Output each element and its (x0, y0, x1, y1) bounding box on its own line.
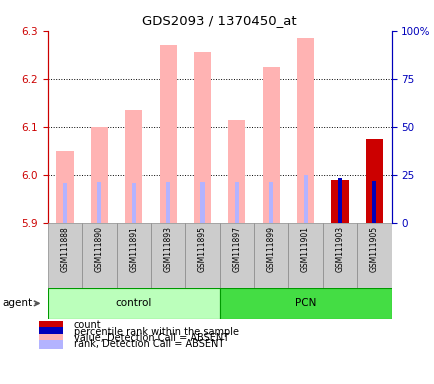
Text: rank, Detection Call = ABSENT: rank, Detection Call = ABSENT (74, 339, 224, 349)
Bar (151, 223, 185, 288)
Text: GSM111888: GSM111888 (60, 226, 69, 272)
Bar (194, 52, 210, 223)
Bar (48, 223, 82, 288)
Bar (159, 45, 176, 223)
Bar (48, 288, 219, 319)
Bar (253, 223, 288, 288)
Bar (228, 121, 245, 223)
Bar (200, 182, 204, 223)
Bar (372, 182, 375, 223)
Bar (269, 182, 273, 223)
Bar (331, 179, 348, 223)
Text: GSM111903: GSM111903 (335, 226, 344, 272)
Bar (303, 175, 307, 223)
Bar (365, 139, 382, 223)
Bar (322, 223, 356, 288)
Text: GSM111895: GSM111895 (197, 226, 207, 272)
Title: GDS2093 / 1370450_at: GDS2093 / 1370450_at (142, 14, 296, 27)
Text: count: count (74, 320, 102, 330)
Bar (39, 340, 63, 349)
Bar (39, 334, 63, 342)
Bar (82, 223, 116, 288)
Bar (63, 183, 67, 223)
Bar (365, 139, 382, 223)
Bar (39, 321, 63, 329)
Text: GSM111901: GSM111901 (300, 226, 309, 272)
Text: GSM111905: GSM111905 (369, 226, 378, 272)
Bar (219, 288, 391, 319)
Bar (91, 127, 108, 223)
Text: PCN: PCN (294, 298, 316, 308)
Bar (337, 178, 341, 223)
Bar (125, 110, 142, 223)
Text: control: control (115, 298, 151, 308)
Bar (166, 182, 170, 223)
Text: agent: agent (2, 298, 32, 308)
Bar (39, 328, 63, 336)
Bar (372, 182, 375, 223)
Bar (132, 183, 135, 223)
Text: GSM111893: GSM111893 (163, 226, 172, 272)
Bar (296, 38, 313, 223)
Text: GSM111891: GSM111891 (129, 226, 138, 272)
Text: GSM111897: GSM111897 (232, 226, 241, 272)
Bar (288, 223, 322, 288)
Bar (262, 67, 279, 223)
Bar (219, 223, 253, 288)
Bar (56, 151, 73, 223)
Bar (116, 223, 151, 288)
Text: GSM111890: GSM111890 (95, 226, 104, 272)
Bar (185, 223, 219, 288)
Text: GSM111899: GSM111899 (266, 226, 275, 272)
Text: value, Detection Call = ABSENT: value, Detection Call = ABSENT (74, 333, 229, 343)
Bar (356, 223, 391, 288)
Text: percentile rank within the sample: percentile rank within the sample (74, 327, 238, 337)
Bar (234, 182, 238, 223)
Bar (97, 182, 101, 223)
